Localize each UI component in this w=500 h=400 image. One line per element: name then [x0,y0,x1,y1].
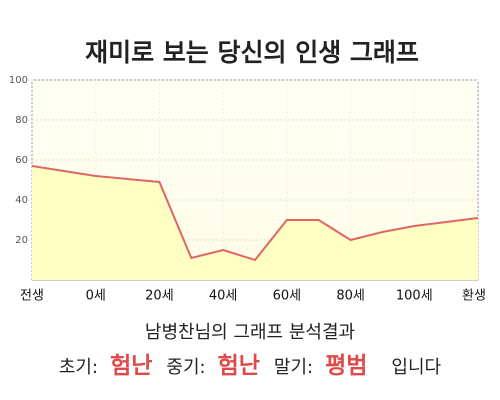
y-tick-label: 100 [9,75,28,86]
result-line: 초기: 험난 중기: 험난 말기: 평범 입니다 [0,346,500,380]
x-tick-label: 40세 [209,289,238,304]
y-tick-label: 20 [15,235,28,246]
stage-value: 험난 [110,353,153,379]
stage-value: 평범 [325,353,368,379]
x-tick-label: 환생 [462,289,486,304]
y-tick-label: 60 [15,155,28,166]
stage-label: 중기: [166,357,206,378]
x-tick-label: 20세 [145,289,174,304]
x-tick-label: 전생 [20,289,44,304]
y-tick-label: 80 [15,115,28,126]
result-heading: 남병찬님의 그래프 분석결과 [144,322,356,343]
chart-title: 재미로 보는 당신의 인생 그래프 [85,38,419,67]
stage-label: 초기: [58,357,99,378]
y-tick-label: 40 [15,195,28,206]
x-tick-label: 60세 [273,289,302,304]
line [31,165,479,262]
result-suffix: 입니다 [391,357,442,378]
x-tick-label: 0세 [86,289,106,304]
stage-label: 말기: [273,357,314,378]
area [32,166,478,280]
chart: 재미로 보는 당신의 인생 그래프 20 40 60 80 100 전생 0세 20세 40세 6… [9,38,486,304]
x-tick-label: 80세 [336,289,365,304]
x-tick-label: 100세 [396,289,433,304]
stage-value: 험난 [217,353,260,379]
